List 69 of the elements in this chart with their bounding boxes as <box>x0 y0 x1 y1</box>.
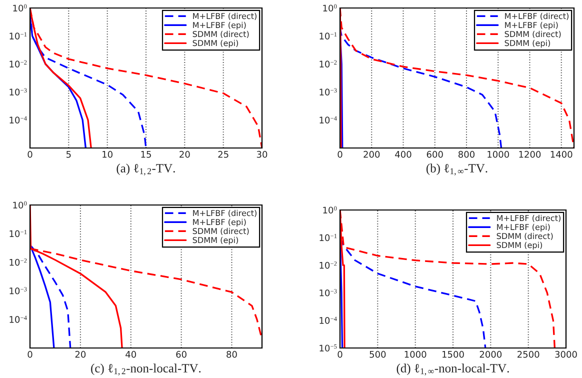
y-tick-label: 10$^{0}$ <box>13 201 27 209</box>
legend-label: SDMM (direct) <box>496 232 553 240</box>
x-tick-label: 2000 <box>480 350 502 358</box>
x-tick-label: 0 <box>338 150 342 158</box>
x-tick-label: 20 <box>75 350 86 358</box>
y-tick-label: 10$^{−5}$ <box>320 344 337 352</box>
x-tick-label: 15 <box>141 151 151 158</box>
x-tick-label: 2500 <box>518 350 540 358</box>
legend-label: M+LFBF (epi) <box>193 22 246 30</box>
y-tick-label: 10$^{−3}$ <box>320 88 337 96</box>
x-tick-label: 1400 <box>550 150 572 158</box>
legend-label: SDMM (epi) <box>496 242 542 250</box>
x-tick-label: 10 <box>102 150 112 158</box>
legend-label: M+LFBF (direct) <box>193 210 256 218</box>
y-tick-label: 10$^{−3}$ <box>10 287 27 294</box>
y-tick-label: 10$^{−2}$ <box>10 258 27 266</box>
x-tick-label: 600 <box>426 150 443 158</box>
legend-label: M+LFBF (direct) <box>193 12 256 20</box>
y-tick-label: 10$^{−1}$ <box>320 234 337 242</box>
x-tick-label: 200 <box>364 150 380 158</box>
x-tick-label: 1500 <box>442 350 464 358</box>
x-tick-label: 3000 <box>555 350 577 358</box>
y-tick-label: 10$^{−1}$ <box>10 32 27 40</box>
legend-label: SDMM (direct) <box>192 228 249 236</box>
legend-label: SDMM (direct) <box>192 30 249 38</box>
x-tick-label: 40 <box>126 350 136 358</box>
legend-label: M+LFBF (epi) <box>497 224 550 232</box>
x-axis-title: (a) ℓ$_{1,2}$-TV. <box>116 164 175 176</box>
x-tick-label: 1000 <box>488 150 509 158</box>
y-tick-label: 10$^{−4}$ <box>320 116 337 124</box>
y-tick-label: 10$^{0}$ <box>323 206 337 214</box>
legend-label: M+LFBF (epi) <box>193 218 246 227</box>
x-tick-label: 30 <box>256 150 268 158</box>
x-tick-label: 800 <box>458 150 475 158</box>
x-tick-label: 5 <box>66 151 71 158</box>
legend-label: SDMM (epi) <box>192 40 238 48</box>
x-tick-label: 500 <box>370 350 386 358</box>
legend-label: M+LFBF (direct) <box>505 12 568 20</box>
x-tick-label: 60 <box>176 350 186 358</box>
y-tick-label: 10$^{−4}$ <box>10 316 27 323</box>
x-tick-label: 0 <box>28 150 32 158</box>
y-tick-label: 10$^{−4}$ <box>10 116 27 124</box>
x-tick-label: 0 <box>338 350 342 358</box>
x-tick-label: 0 <box>28 350 32 358</box>
x-axis-title: (d) ℓ$_{1,∞}$-non-local-TV. <box>396 364 509 376</box>
y-tick-label: 10$^{−2}$ <box>10 60 27 68</box>
x-tick-label: 20 <box>180 150 190 158</box>
y-tick-label: 10$^{−3}$ <box>320 289 337 296</box>
legend-label: M+LFBF (epi) <box>505 22 558 30</box>
legend-label: SDMM (epi) <box>192 236 238 245</box>
x-tick-label: 1000 <box>404 350 426 358</box>
legend-label: SDMM (direct) <box>504 30 561 38</box>
x-tick-label: 25 <box>218 150 228 158</box>
x-tick-label: 80 <box>226 350 237 358</box>
legend-label: M+LFBF (direct) <box>497 214 560 222</box>
x-tick-label: 1200 <box>519 150 541 158</box>
x-axis-title: (b) ℓ$_{1,∞}$-TV. <box>426 164 488 176</box>
y-tick-label: 10$^{−4}$ <box>320 316 337 324</box>
y-tick-label: 10$^{0}$ <box>13 4 27 12</box>
x-axis-title: (c) ℓ$_{1,2}$-non-local-TV. <box>91 364 201 376</box>
legend-label: SDMM (epi) <box>504 40 550 48</box>
y-tick-label: 10$^{0}$ <box>323 4 337 12</box>
y-tick-label: 10$^{−3}$ <box>10 88 27 96</box>
x-tick-label: 400 <box>395 150 412 158</box>
y-tick-label: 10$^{−2}$ <box>320 60 337 68</box>
y-tick-label: 10$^{−1}$ <box>10 230 27 238</box>
y-tick-label: 10$^{−1}$ <box>320 32 337 40</box>
y-tick-label: 10$^{−2}$ <box>320 262 337 269</box>
line-series <box>340 26 502 148</box>
